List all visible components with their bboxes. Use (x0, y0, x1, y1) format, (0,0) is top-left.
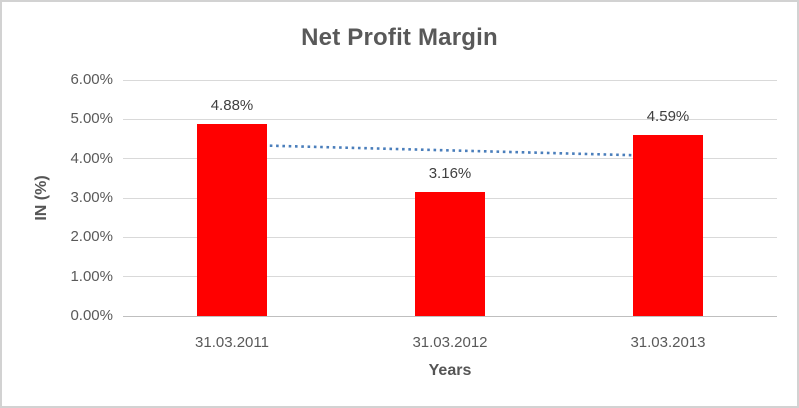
x-tick-label: 31.03.2012 (412, 334, 488, 351)
y-tick-label: 4.00% (70, 149, 113, 167)
y-tick-label: 3.00% (70, 189, 113, 206)
x-axis-title: Years (428, 362, 472, 379)
gridline (123, 158, 777, 160)
bar-31.03.2013[interactable] (633, 135, 703, 316)
x-tick-label: 31.03.2011 (195, 334, 269, 351)
x-axis-line (123, 315, 777, 317)
gridline (123, 118, 777, 120)
bar-value-label: 4.59% (646, 108, 690, 126)
y-tick-label: 1.00% (70, 267, 113, 285)
bar-31.03.2011[interactable] (197, 124, 267, 316)
trendline[interactable] (231, 143, 669, 158)
bar-31.03.2012[interactable] (415, 191, 485, 316)
bar-value-label: 4.88% (210, 97, 254, 115)
gridline (123, 79, 777, 81)
y-tick-label: 0.00% (70, 307, 113, 324)
x-tick-label: 31.03.2013 (630, 334, 706, 351)
y-tick-label: 6.00% (70, 71, 113, 88)
y-tick-label: 2.00% (70, 228, 113, 246)
chart-title: Net Profit Margin (301, 24, 498, 51)
bar-value-label: 3.16% (428, 164, 472, 182)
y-tick-label: 5.00% (70, 110, 113, 128)
